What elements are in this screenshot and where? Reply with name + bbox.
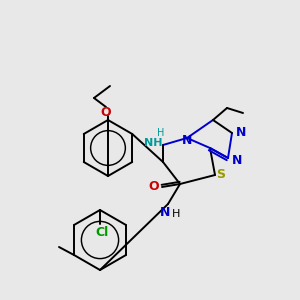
- Text: S: S: [217, 169, 226, 182]
- Text: N: N: [160, 206, 170, 218]
- Text: NH: NH: [144, 138, 162, 148]
- Text: H: H: [172, 209, 180, 219]
- Text: Cl: Cl: [95, 226, 109, 238]
- Text: N: N: [232, 154, 242, 166]
- Text: O: O: [101, 106, 111, 118]
- Text: N: N: [182, 134, 192, 148]
- Text: H: H: [157, 128, 165, 138]
- Text: O: O: [149, 181, 159, 194]
- Text: N: N: [236, 127, 246, 140]
